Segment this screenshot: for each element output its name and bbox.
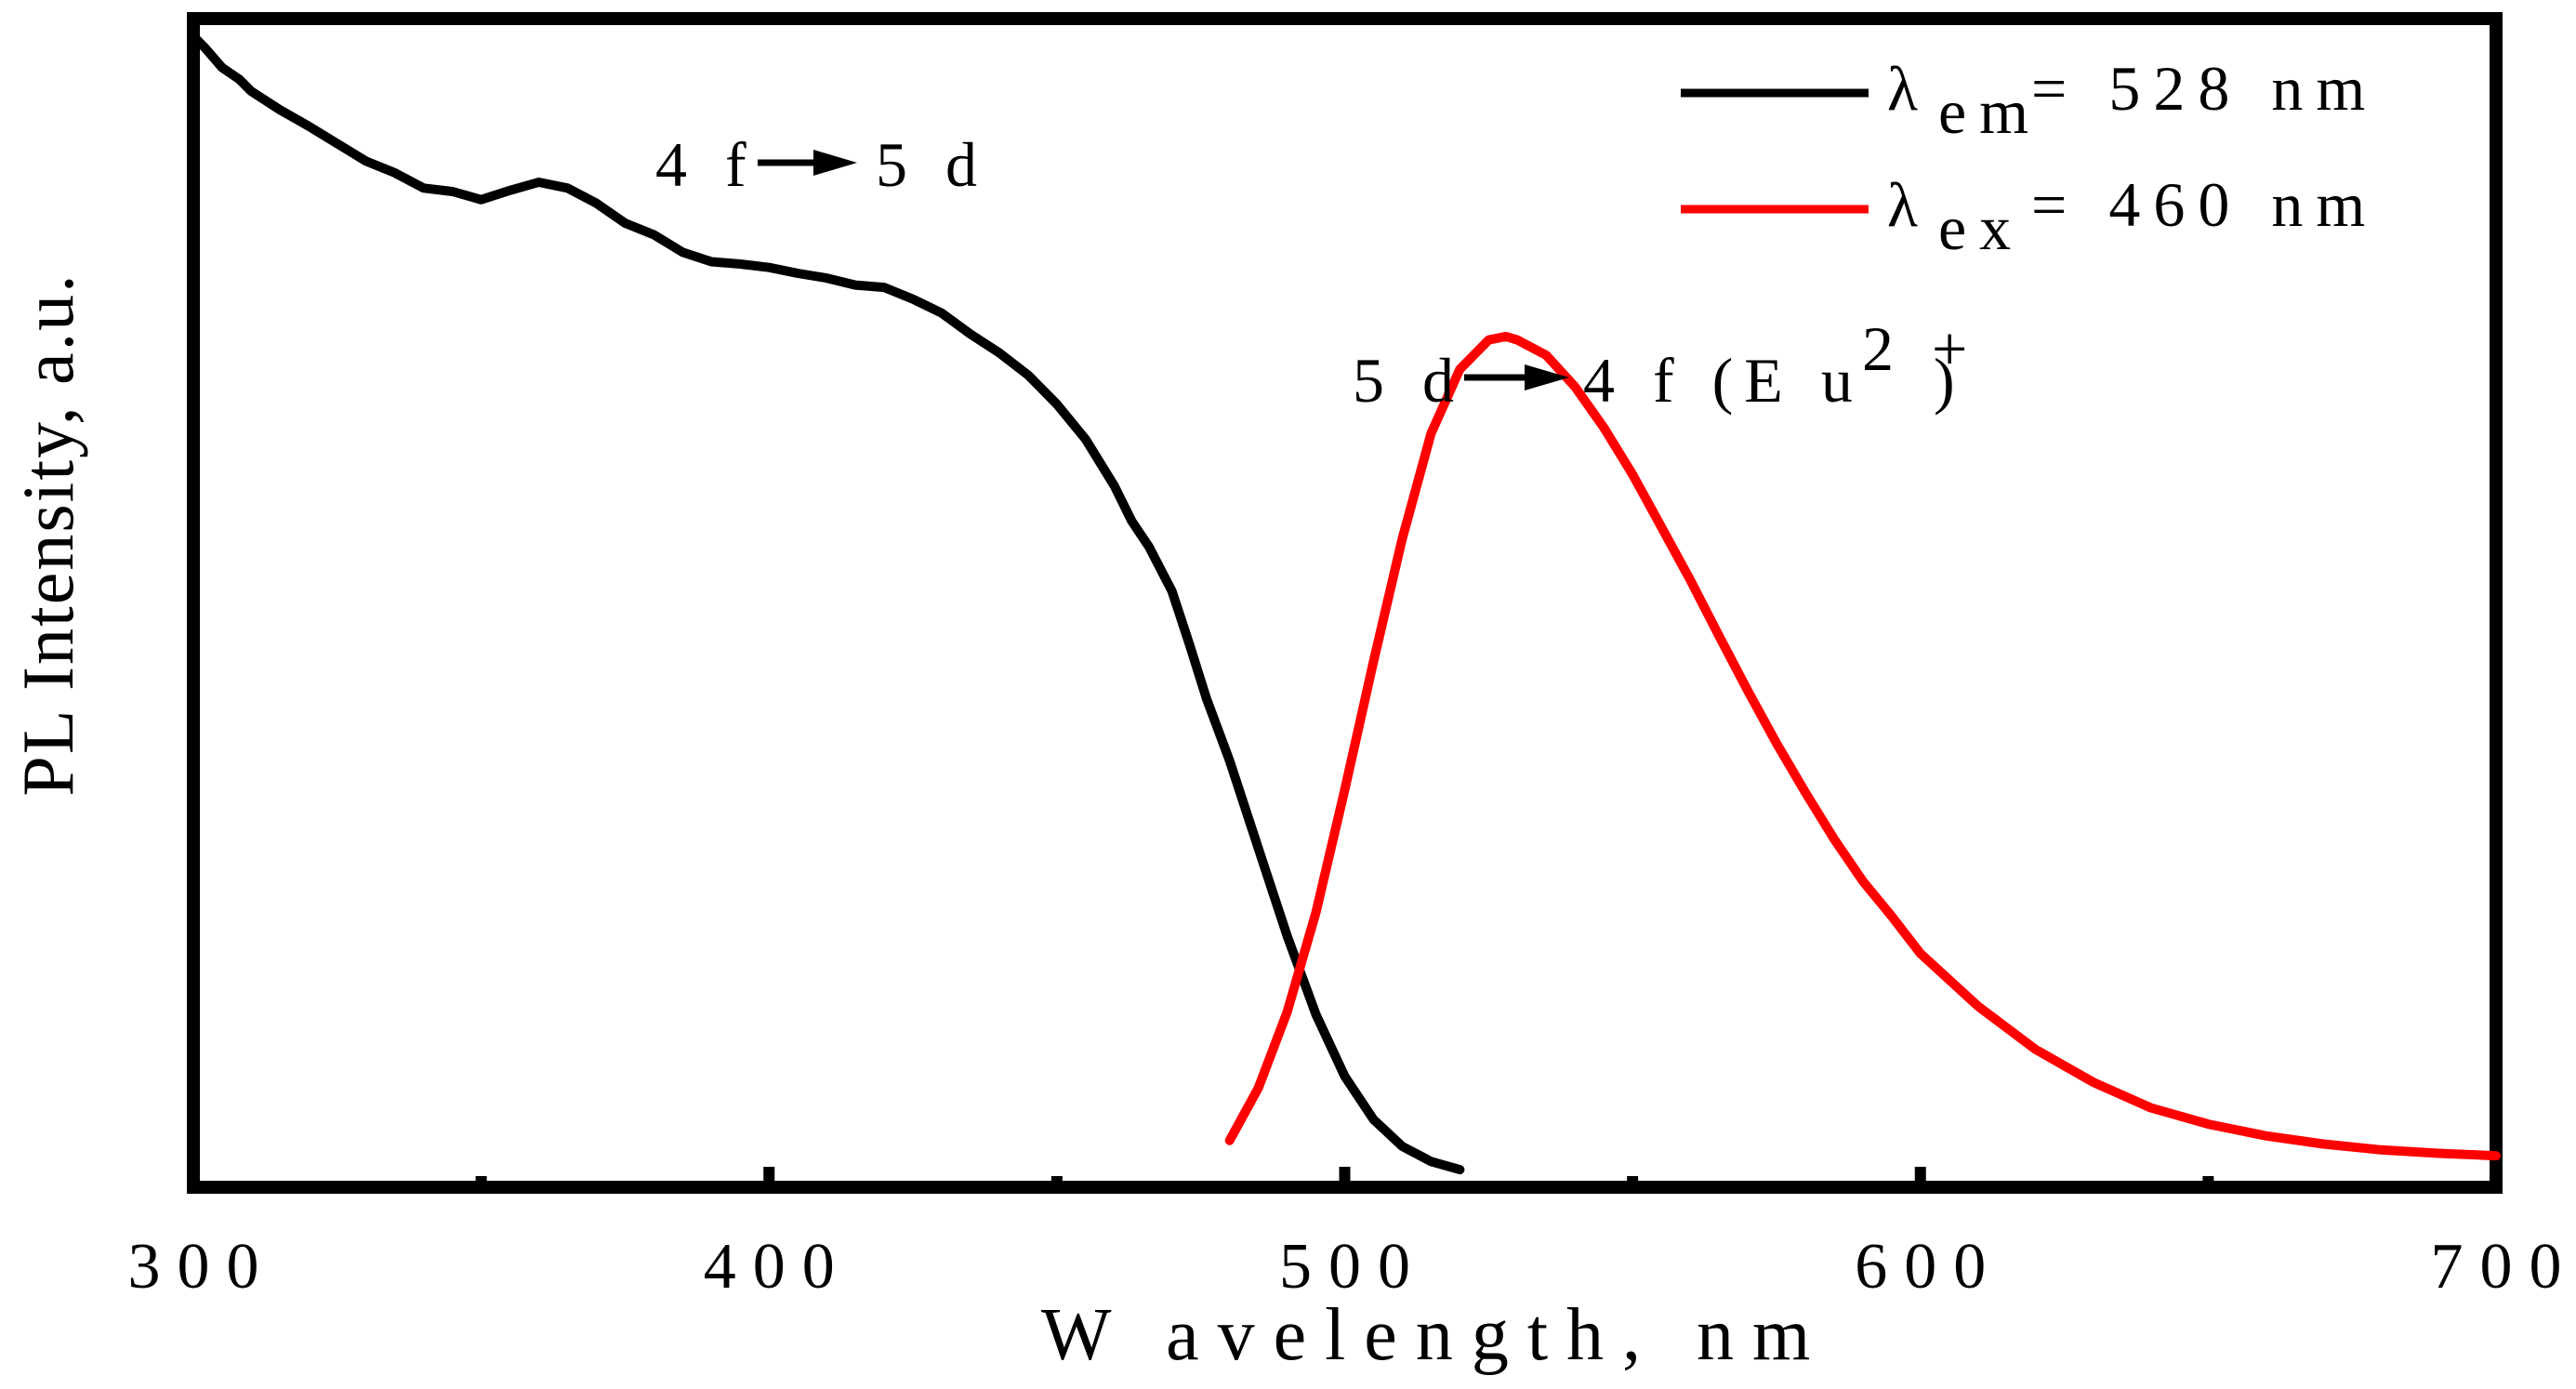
legend-label-em-symbol: λ bbox=[1887, 53, 1931, 124]
legend-label-ex-symbol: λ bbox=[1887, 169, 1931, 240]
annotation-4f-5d-to: 5 d bbox=[876, 129, 988, 200]
y-axis-title: PL Intensity, a.u. bbox=[7, 272, 88, 796]
x-tick-label-700: 700 bbox=[2431, 1231, 2576, 1303]
x-axis-tick-labels: 300 400 500 600 700 bbox=[128, 1231, 2576, 1303]
x-tick-label-500: 500 bbox=[1279, 1231, 1427, 1303]
x-tick-label-600: 600 bbox=[1855, 1231, 2002, 1303]
series-line-excitation-em528 bbox=[189, 31, 1465, 1175]
legend-label-em-sub: em bbox=[1938, 76, 2041, 147]
legend-label-em-text: = 528 nm bbox=[2031, 53, 2378, 124]
arrow-4f-5d-head bbox=[813, 150, 857, 176]
x-axis-ticks bbox=[188, 1167, 2502, 1187]
annotation-5d-4f-from: 5 d bbox=[1353, 345, 1465, 416]
legend-item-ex: λ ex = 460 nm bbox=[1681, 169, 2378, 263]
annotation-4f-5d-from: 4 f bbox=[655, 129, 758, 200]
legend-item-em: λ em = 528 nm bbox=[1681, 53, 2378, 147]
series-line-emission-ex460 bbox=[1224, 331, 2501, 1161]
arrow-5d-4f-head bbox=[1525, 364, 1569, 390]
legend-label-ex-text: = 460 nm bbox=[2031, 169, 2378, 240]
annotation-4f-5d: 4 f 5 d bbox=[655, 129, 988, 200]
annotation-5d-4f-to: 4 f (E u bbox=[1583, 345, 1864, 416]
legend: λ em = 528 nm λ ex = 460 nm bbox=[1681, 53, 2378, 263]
annotation-5d-4f-sup: 2 + bbox=[1862, 313, 1978, 384]
legend-label-ex-sub: ex bbox=[1938, 192, 2024, 263]
x-tick-label-400: 400 bbox=[704, 1231, 852, 1303]
annotation-5d-4f: 5 d 4 f (E u 2 + ) bbox=[1353, 313, 1978, 416]
x-axis-title: W avelength, nm bbox=[1041, 1294, 1829, 1376]
chart-series bbox=[189, 31, 2501, 1175]
x-tick-label-300: 300 bbox=[128, 1231, 276, 1303]
annotation-5d-4f-close: ) bbox=[1934, 345, 1966, 416]
